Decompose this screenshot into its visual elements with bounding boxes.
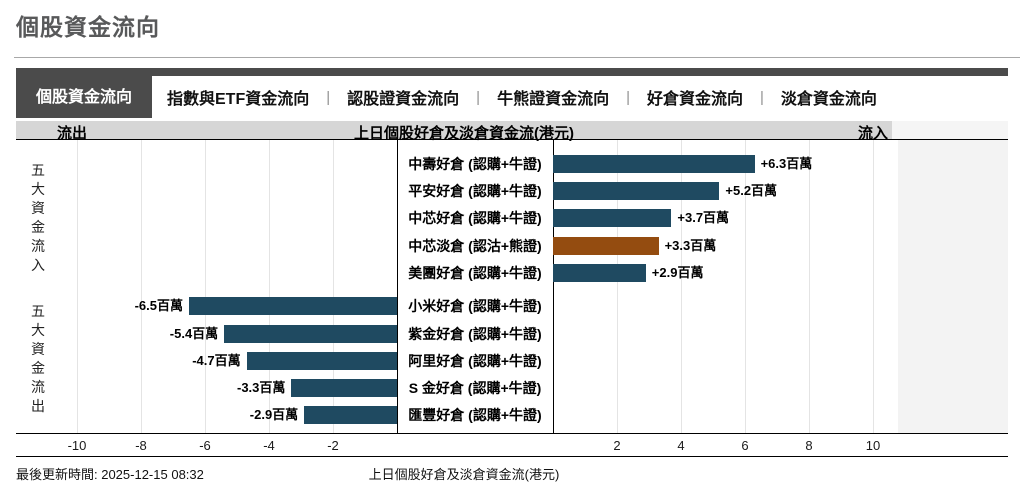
outflow-bar-label-5: 匯豐好倉 (認購+牛證) (408, 407, 542, 424)
zero-axis-right (553, 140, 554, 433)
group-label-top5-outflow-char: 大 (31, 322, 45, 338)
gridline--10 (77, 140, 78, 433)
outflow-bar-1[interactable] (189, 297, 397, 316)
gridline--6 (205, 140, 206, 433)
chart-right-panel (898, 140, 1008, 433)
tabbar: 指數與ETF資金流向 | 認股證資金流向 | 牛熊證資金流向 | 好倉資金流向 | 淡倉資金流向 (152, 76, 892, 118)
outflow-bar-value-3: -4.7百萬 (192, 352, 241, 368)
group-label-top5-inflow-char: 五 (31, 162, 45, 178)
outflow-bar-label-2: 紫金好倉 (認購+牛證) (408, 325, 542, 342)
x-tick--2: -2 (327, 438, 339, 453)
last-updated-text: 最後更新時間: 2025-12-15 08:32 (16, 467, 204, 482)
chart-header-band-right (892, 121, 1008, 140)
outflow-bar-2[interactable] (224, 324, 397, 343)
inflow-bar-label-3: 中芯好倉 (認購+牛證) (408, 210, 542, 227)
x-tick--10: -10 (67, 438, 87, 453)
group-label-top5-inflow-char: 資 (31, 200, 45, 216)
inflow-bar-value-4: +3.3百萬 (664, 237, 717, 253)
inflow-bar-1[interactable] (553, 155, 755, 173)
inflow-bar-label-2: 平安好倉 (認購+牛證) (408, 183, 542, 200)
inflow-bar-3[interactable] (553, 209, 672, 228)
group-label-top5-outflow-char: 金 (31, 360, 45, 376)
tab-6[interactable]: 淡倉資金流向 (780, 91, 877, 108)
gridline--2 (333, 140, 334, 433)
group-label-top5-inflow-char: 大 (31, 181, 45, 197)
zero-axis-left (397, 140, 398, 433)
x-tick-8: 8 (805, 438, 813, 453)
outflow-header-label: 流出 (57, 125, 88, 142)
chart-bottom-border (16, 456, 1008, 457)
outflow-bar-5[interactable] (304, 406, 397, 425)
inflow-bar-value-2: +5.2百萬 (725, 183, 778, 199)
footer-chart-caption: 上日個股好倉及淡倉資金流(港元) (368, 467, 560, 482)
tab-separator: | (476, 88, 481, 106)
group-label-top5-outflow-char: 流 (31, 379, 45, 395)
tab-3[interactable]: 認股證資金流向 (347, 91, 460, 108)
outflow-bar-value-5: -2.9百萬 (249, 407, 299, 423)
group-label-top5-inflow-char: 金 (31, 219, 45, 235)
group-label-top5-outflow-char: 五 (31, 303, 45, 319)
chart-top-border (16, 139, 1008, 140)
group-label-top5-inflow-char: 入 (31, 257, 45, 273)
inflow-bar-5[interactable] (553, 263, 646, 282)
x-tick-6: 6 (741, 438, 749, 453)
outflow-bar-4[interactable] (291, 379, 397, 397)
outflow-bar-label-4: S 金好倉 (認購+牛證) (408, 380, 542, 396)
inflow-bar-4[interactable] (553, 236, 659, 255)
chart-header-title: 上日個股好倉及淡倉資金流(港元) (354, 125, 574, 142)
x-tick-10: 10 (865, 438, 881, 453)
inflow-bar-label-5: 美團好倉 (認購+牛證) (408, 264, 542, 281)
outflow-bar-value-4: -3.3百萬 (236, 380, 286, 395)
tab-individual-stock-flow-active[interactable]: 個股資金流向 (16, 68, 152, 118)
tab-separator: | (760, 88, 764, 106)
inflow-bar-value-3: +3.7百萬 (677, 210, 730, 226)
inflow-bar-label-1: 中壽好倉 (認購+牛證) (408, 156, 542, 172)
active-tab-label: 個股資金流向 (35, 89, 132, 106)
tab-2[interactable]: 指數與ETF資金流向 (167, 91, 310, 108)
gridline-2 (617, 140, 618, 433)
gridline--4 (269, 140, 270, 433)
outflow-bar-value-1: -6.5百萬 (134, 298, 183, 314)
tab-separator: | (626, 88, 630, 106)
gridline-6 (745, 140, 746, 433)
inflow-bar-label-4: 中芯淡倉 (認沽+熊證) (408, 237, 542, 254)
group-label-top5-outflow-char: 出 (31, 398, 45, 414)
title-divider (14, 57, 1020, 58)
gridline--8 (141, 140, 142, 433)
tab-separator: | (326, 88, 331, 106)
tab-5[interactable]: 好倉資金流向 (646, 91, 743, 108)
gridline-10 (873, 140, 874, 433)
page-title: 個股資金流向 (16, 14, 160, 40)
x-tick--6: -6 (199, 438, 211, 453)
x-tick-4: 4 (677, 438, 685, 453)
tabbar-top-strip (16, 68, 1008, 76)
outflow-bar-3[interactable] (246, 351, 397, 370)
inflow-bar-2[interactable] (553, 182, 720, 201)
gridline-8 (809, 140, 810, 433)
inflow-header-label: 流入 (857, 125, 888, 142)
x-tick--8: -8 (135, 438, 147, 453)
group-label-top5-inflow-char: 流 (31, 238, 45, 254)
group-label-top5-outflow-char: 資 (31, 341, 45, 357)
inflow-bar-value-1: +6.3百萬 (760, 156, 813, 171)
outflow-bar-label-1: 小米好倉 (認購+牛證) (408, 298, 542, 315)
x-tick--4: -4 (263, 438, 275, 453)
gridline-4 (681, 140, 682, 433)
x-tick-2: 2 (613, 438, 621, 453)
outflow-bar-label-3: 阿里好倉 (認購+牛證) (408, 352, 542, 369)
tab-4[interactable]: 牛熊證資金流向 (497, 91, 610, 108)
chart-header-band (16, 121, 892, 140)
outflow-bar-value-2: -5.4百萬 (169, 325, 219, 341)
x-axis-line (16, 433, 1008, 434)
inflow-bar-value-5: +2.9百萬 (651, 264, 704, 280)
